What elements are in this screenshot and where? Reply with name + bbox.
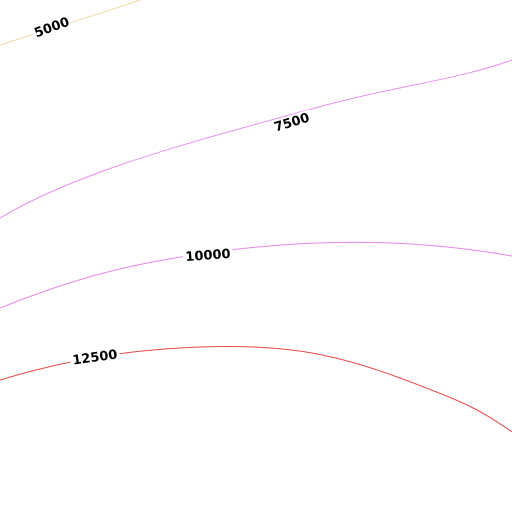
label-background xyxy=(30,13,74,43)
contour-label: 12500 xyxy=(72,347,119,368)
label-background xyxy=(270,109,314,137)
label-background xyxy=(69,346,121,370)
contour-label: 10000 xyxy=(185,247,231,265)
label-background xyxy=(182,246,234,266)
contour-line xyxy=(0,59,512,219)
